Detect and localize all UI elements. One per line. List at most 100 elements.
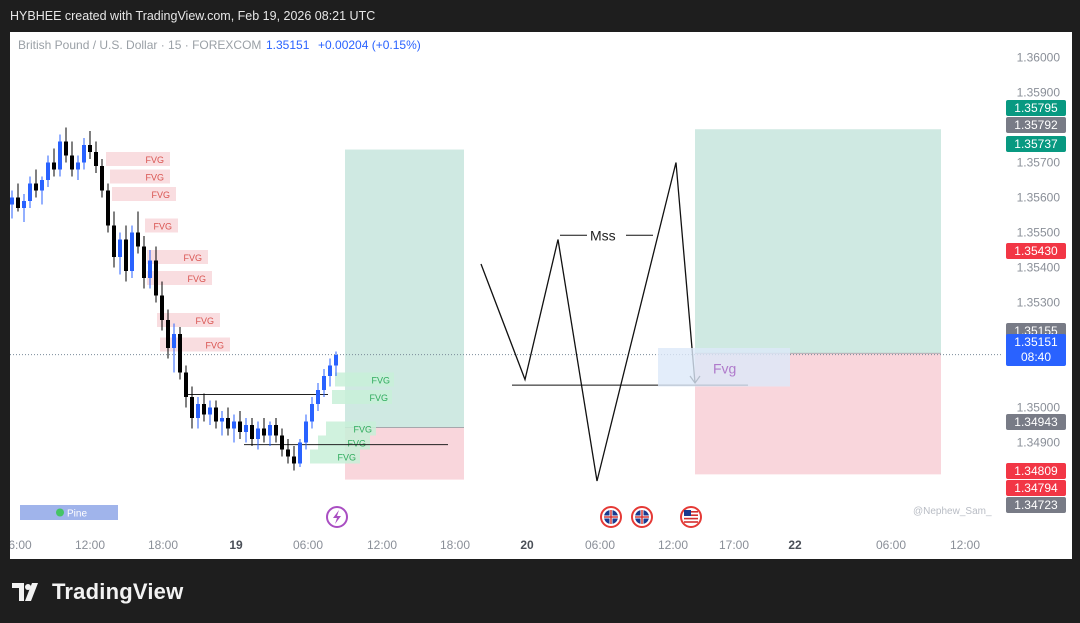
candle-body — [82, 145, 86, 163]
fvg-bullish-label: FVG — [347, 439, 366, 449]
candle[interactable] — [58, 134, 62, 177]
candle[interactable] — [148, 250, 152, 289]
candle[interactable] — [160, 281, 164, 331]
candle[interactable] — [70, 141, 74, 177]
candle[interactable] — [220, 411, 224, 436]
fvg-bearish-box[interactable] — [147, 271, 212, 285]
price-badge[interactable]: 1.34943 — [1006, 414, 1066, 430]
candle[interactable] — [310, 397, 314, 429]
candle[interactable] — [40, 176, 44, 205]
candle[interactable] — [118, 232, 122, 275]
fvg-bullish-box[interactable] — [335, 372, 394, 387]
candle[interactable] — [130, 225, 134, 279]
candle[interactable] — [64, 127, 68, 163]
fvg-bullish-box[interactable] — [326, 421, 376, 436]
chart-frame[interactable]: 1.36000 1.35900 1.35700 1.35600 1.35500 1.354… — [10, 32, 1072, 559]
price-badge-bg — [1006, 100, 1066, 116]
price-badge[interactable]: 1.34794 — [1006, 480, 1066, 496]
candle[interactable] — [316, 383, 320, 411]
candle[interactable] — [328, 358, 332, 387]
candle[interactable] — [10, 190, 14, 219]
price-badge[interactable]: 1.35792 — [1006, 117, 1066, 133]
fvg-bullish-box[interactable] — [310, 449, 360, 464]
candle[interactable] — [292, 446, 296, 471]
fvg-bearish-box[interactable] — [106, 152, 170, 166]
fvg-bullish-box[interactable] — [318, 435, 370, 450]
mss-label: Mss — [590, 227, 616, 243]
price-badge[interactable]: 1.35737 — [1006, 136, 1066, 152]
candle[interactable] — [166, 309, 170, 359]
tradingview-logo[interactable]: TradingView — [12, 579, 183, 605]
price-badge[interactable]: 1.35795 — [1006, 100, 1066, 116]
candle[interactable] — [16, 183, 20, 212]
us-flag-icon[interactable] — [680, 506, 702, 528]
candle[interactable] — [46, 155, 50, 188]
candle[interactable] — [256, 421, 260, 450]
candle[interactable] — [100, 159, 104, 198]
candle-body — [154, 260, 158, 296]
candle[interactable] — [34, 169, 38, 198]
candle[interactable] — [298, 439, 302, 467]
uk-flag-icon[interactable] — [631, 506, 653, 528]
price-chart[interactable]: 1.36000 1.35900 1.35700 1.35600 1.35500 1.354… — [10, 32, 1072, 559]
candle[interactable] — [286, 439, 290, 464]
candle[interactable] — [142, 236, 146, 289]
candle[interactable] — [136, 211, 140, 254]
candle[interactable] — [274, 418, 278, 443]
candle[interactable] — [106, 183, 110, 233]
candle-body — [280, 435, 284, 450]
candle[interactable] — [214, 400, 218, 429]
fvg-bearish-box[interactable] — [147, 250, 208, 264]
projection-path[interactable] — [480, 162, 696, 482]
profit-zone[interactable] — [695, 129, 941, 354]
price-badge[interactable]: 1.35430 — [1006, 243, 1066, 259]
candle[interactable] — [244, 418, 248, 443]
uk-flag-icon[interactable] — [600, 506, 622, 528]
candle[interactable] — [22, 194, 26, 222]
candle[interactable] — [82, 138, 86, 170]
candle[interactable] — [184, 365, 188, 408]
candle[interactable] — [262, 418, 266, 443]
candle[interactable] — [124, 225, 128, 282]
candle[interactable] — [28, 176, 32, 209]
candle[interactable] — [208, 400, 212, 426]
chart-header: HYBHEE created with TradingView.com, Feb… — [0, 0, 1080, 32]
fvg-bullish-box[interactable] — [332, 390, 392, 404]
candle[interactable] — [232, 414, 236, 443]
candle[interactable] — [94, 141, 98, 174]
candle[interactable] — [226, 407, 230, 436]
lightning-icon[interactable] — [326, 506, 348, 528]
candle[interactable] — [238, 411, 242, 439]
candle[interactable] — [172, 323, 176, 373]
fvg-bearish-box[interactable] — [157, 313, 220, 327]
candle[interactable] — [202, 393, 206, 422]
candle[interactable] — [196, 397, 200, 429]
candle[interactable] — [190, 386, 194, 429]
fvg-bearish-box[interactable] — [112, 187, 176, 201]
candle-body — [142, 246, 146, 278]
candle[interactable] — [322, 369, 326, 397]
fvg-bearish-box[interactable] — [110, 169, 170, 184]
candle-body — [232, 421, 236, 429]
fvg-bearish-box[interactable] — [145, 218, 178, 233]
candle[interactable] — [304, 414, 308, 450]
legend-symbol: British Pound / U.S. Dollar · 15 · FOREX… — [18, 38, 261, 52]
candle[interactable] — [154, 246, 158, 303]
candle[interactable] — [88, 131, 92, 159]
x-tick-label: 18:00 — [440, 538, 470, 552]
candle[interactable] — [250, 418, 254, 446]
candle[interactable] — [76, 155, 80, 181]
fvg-bearish-box[interactable] — [160, 337, 230, 352]
candle[interactable] — [178, 327, 182, 380]
fvg-bearish-label: FVG — [187, 274, 206, 284]
candle[interactable] — [334, 351, 338, 377]
candle[interactable] — [268, 421, 272, 447]
price-badge[interactable]: 1.34723 — [1006, 497, 1066, 513]
candle[interactable] — [280, 428, 284, 457]
fvg-projection-box[interactable] — [658, 348, 790, 387]
candle[interactable] — [112, 211, 116, 268]
pine-label[interactable]: Pine — [20, 505, 118, 520]
candle[interactable] — [52, 148, 56, 177]
price-badge[interactable]: 1.34809 — [1006, 463, 1066, 479]
